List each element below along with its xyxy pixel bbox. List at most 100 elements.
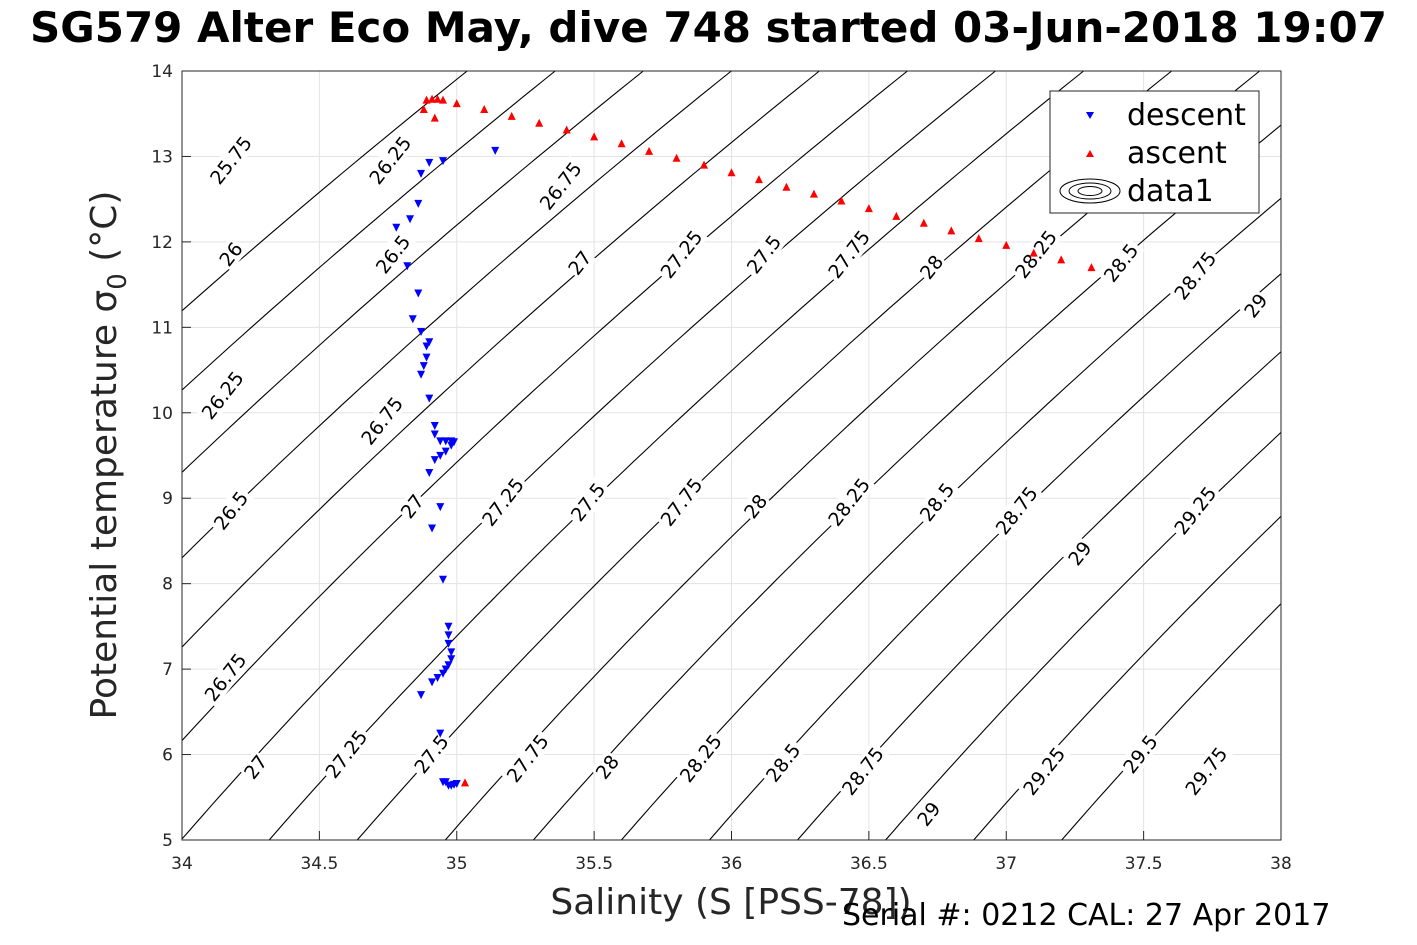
contour-label: 28.5 [913, 476, 961, 528]
contour-label-text: 27.75 [824, 226, 875, 282]
ascent-point [1087, 263, 1096, 272]
descent-point [425, 338, 434, 347]
ascent-point [422, 95, 431, 104]
ascent-point [1029, 248, 1038, 257]
contour-label: 28.75 [1168, 245, 1222, 306]
contour-label: 27.25 [654, 224, 709, 285]
descent-point [425, 468, 434, 477]
contour-label: 26.25 [363, 130, 417, 191]
descent-point [417, 328, 426, 337]
x-tick-label: 36 [721, 854, 743, 874]
contour-label: 27 [395, 489, 429, 524]
contour-label-text: 26.75 [536, 158, 587, 214]
y-axis-label-subscript: 0 [103, 273, 133, 290]
isopycnal-line [708, 272, 1281, 840]
y-tick-label: 13 [151, 147, 173, 167]
contour-label: 28.75 [835, 740, 890, 802]
contour-label-text: 27 [564, 247, 596, 280]
contour-label-bg [319, 723, 373, 785]
descent-point [406, 215, 415, 224]
ascent-point [480, 105, 489, 114]
descent-point [428, 678, 437, 687]
contour-label-text: 26.25 [198, 367, 249, 423]
x-tick-label: 37 [995, 854, 1017, 874]
contour-label-text: 28.75 [1170, 248, 1221, 304]
descent-point [433, 674, 442, 683]
contour-label-text: 28 [592, 751, 624, 784]
isopycnal-line [796, 350, 1281, 840]
contour-label-bg [369, 228, 417, 280]
ascent-point [700, 160, 709, 169]
descent-point [425, 158, 434, 167]
descent-point [491, 146, 500, 155]
contour-label: 28.75 [989, 480, 1044, 541]
ascent-point [672, 153, 681, 162]
x-ticks: 34 34.5 35 35.5 36 36.5 37 37.5 38 [171, 831, 1292, 874]
contour-label-bg [835, 740, 890, 802]
ascent-point [419, 105, 428, 114]
contour-label-bg [654, 224, 709, 285]
descent-point [392, 223, 401, 232]
isopycnal-line [182, 71, 469, 312]
ascent-point [809, 189, 818, 198]
contour-label-text: 28.75 [992, 483, 1043, 539]
legend-box [1049, 90, 1260, 214]
ascent-point [754, 175, 763, 184]
descent-point [430, 430, 439, 439]
contour-label-bg [1168, 480, 1222, 541]
isopycnal-line [182, 71, 909, 742]
contour-label: 28.25 [673, 728, 728, 789]
contour-label-text: 26 [215, 238, 247, 271]
contour-label-bg [203, 130, 258, 191]
contour-label: 26.5 [369, 228, 417, 280]
contour-label-text: 28.25 [676, 731, 727, 787]
contour-label-bg [759, 736, 807, 789]
x-tick-label: 34 [171, 854, 193, 874]
y-tick-label: 10 [151, 404, 173, 424]
contour-label-bg [590, 749, 624, 784]
contour-label-text: 29.25 [1019, 743, 1070, 799]
isopycnal-line [182, 71, 645, 474]
contour-label: 28 [914, 249, 948, 284]
descent-point [439, 669, 448, 678]
descent-point [444, 631, 453, 640]
contour-label-bg [989, 480, 1044, 541]
y-axis-label-unit: (°C) [84, 191, 125, 274]
contour-label-text: 25.75 [206, 132, 257, 188]
y-tick-label: 11 [151, 318, 173, 338]
ascent-point [1002, 240, 1011, 249]
contour-label: 27.25 [475, 471, 530, 532]
isopycnal-line [182, 71, 997, 840]
legend-descent-label: descent [1127, 98, 1246, 133]
contour-label: 27.75 [821, 224, 876, 285]
contour-label: 27 [562, 245, 597, 280]
descent-point [425, 394, 434, 403]
contour-label-bg [913, 476, 961, 528]
ascent-point [974, 234, 983, 243]
contour-label-bg [363, 130, 417, 191]
descent-point [439, 575, 448, 584]
contour-label-bg [740, 228, 788, 280]
contour-label: 26.75 [198, 647, 253, 708]
x-tick-label: 38 [1270, 854, 1292, 874]
contour-label: 28 [738, 489, 773, 524]
contour-label-bg [1168, 245, 1222, 306]
y-tick-label: 12 [151, 233, 173, 253]
contour-label: 27.5 [564, 476, 612, 528]
contour-label: 29.25 [1017, 740, 1071, 802]
x-tick-label: 37.5 [1125, 854, 1163, 874]
y-tick-label: 14 [151, 62, 173, 82]
x-tick-label: 35 [446, 854, 468, 874]
contour-label-bg [207, 484, 255, 537]
ascent-point [782, 182, 791, 191]
contour-label-text: 27 [397, 490, 429, 523]
contour-label-bg [1179, 740, 1233, 802]
contour-label-bg [354, 390, 409, 451]
contour-label-bg [395, 489, 429, 524]
contour-label-bg [738, 489, 773, 524]
contour-label: 28.25 [821, 471, 876, 532]
x-tick-label: 34.5 [300, 854, 338, 874]
descent-point [441, 437, 450, 446]
contour-label-bg [407, 728, 455, 780]
ascent-point [428, 94, 437, 103]
